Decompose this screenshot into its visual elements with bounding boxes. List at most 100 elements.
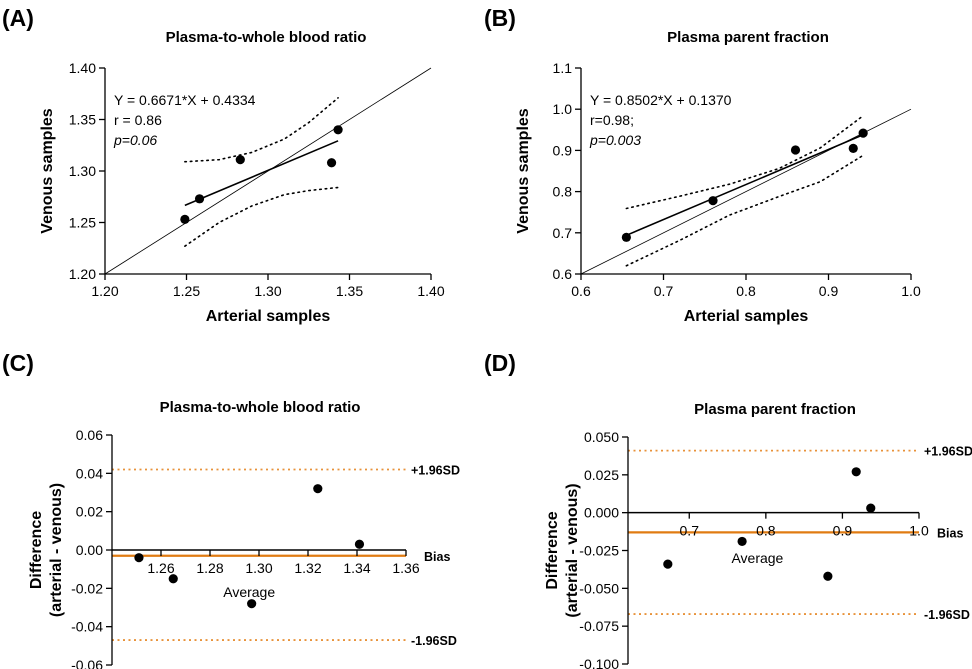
upper-loa-label: +1.96SD (411, 464, 460, 478)
upper-loa-label: +1.96SD (924, 445, 972, 459)
regression-equation: Y = 0.6671*X + 0.4334 (114, 92, 256, 108)
data-point (866, 503, 876, 513)
y-tick-label: 0.7 (553, 225, 573, 241)
data-point (333, 125, 343, 135)
panel-label: (D) (484, 350, 516, 376)
regression-line (184, 140, 339, 207)
ci-upper-band (625, 114, 864, 210)
data-point (313, 484, 323, 494)
x-tick-label: 1.0 (909, 523, 929, 539)
bias-label: Bias (424, 550, 450, 564)
data-point (247, 599, 257, 609)
y-tick-label: 0.025 (584, 467, 619, 483)
panel-title: Plasma parent fraction (694, 401, 856, 418)
lower-loa-label: -1.96SD (924, 608, 970, 622)
x-tick-label: 1.35 (336, 283, 363, 299)
x-tick-label: 1.20 (91, 283, 118, 299)
data-point (858, 128, 868, 138)
x-tick-label: 1.36 (392, 560, 419, 576)
data-point (354, 539, 365, 549)
y-tick-label: 1.30 (69, 163, 96, 179)
data-point (737, 536, 747, 547)
x-tick-label: 0.8 (756, 523, 776, 539)
y-tick-label: 0.050 (584, 429, 619, 445)
y-tick-label: 1.20 (69, 266, 96, 282)
panel-title: Plasma parent fraction (667, 29, 829, 46)
y-tick-label: 0.9 (553, 142, 573, 158)
correlation-r: r = 0.86 (114, 112, 162, 128)
y-tick-label: 1.40 (69, 60, 96, 76)
x-tick-label: 1.40 (417, 283, 444, 299)
x-tick-label: 0.6 (571, 283, 591, 299)
y-tick-label: -0.075 (579, 618, 619, 634)
x-tick-label: 1.0 (901, 283, 921, 299)
data-point (194, 194, 205, 204)
x-axis-label: Average (731, 550, 783, 566)
ci-lower-band (184, 186, 339, 247)
y-tick-label: 1.25 (69, 215, 96, 231)
x-tick-label: 0.9 (833, 523, 853, 539)
identity-line (580, 108, 912, 275)
y-tick-label: 0.6 (553, 266, 573, 282)
x-axis-label: Average (223, 584, 275, 600)
y-tick-label: -0.100 (579, 656, 619, 669)
p-value: p=0.06 (113, 132, 157, 148)
bias-label: Bias (937, 526, 963, 540)
regression-line (626, 134, 864, 237)
ci-upper-band (184, 97, 339, 163)
y-tick-label: 0.04 (76, 465, 103, 481)
data-point (848, 143, 858, 153)
y-tick-label: 1.35 (69, 112, 96, 128)
y-tick-label: 0.00 (76, 542, 103, 558)
y-axis-label: Venous samples (515, 108, 532, 233)
x-tick-label: 1.34 (343, 560, 370, 576)
panel-0: (A) Plasma-to-whole blood ratio 1.20 1.25 1.… (2, 5, 445, 325)
y-axis-label: Venous samples (39, 108, 56, 233)
x-tick-label: 1.30 (245, 560, 272, 576)
data-point (235, 155, 245, 165)
data-point (168, 574, 178, 584)
y-tick-label: -0.02 (71, 580, 103, 596)
y-tick-label: -0.06 (71, 657, 103, 669)
y-tick-label: 0.02 (76, 504, 103, 520)
panel-title: Plasma-to-whole blood ratio (160, 399, 361, 416)
p-value: p=0.003 (589, 132, 641, 148)
data-point (823, 571, 833, 581)
data-point (621, 232, 631, 242)
y-tick-label: 0.000 (584, 505, 619, 521)
data-point (663, 559, 673, 569)
panel-label: (A) (2, 5, 34, 31)
data-point (708, 196, 718, 206)
regression-equation: Y = 0.8502*X + 0.1370 (590, 92, 732, 108)
x-tick-label: 1.25 (173, 283, 200, 299)
correlation-r: r=0.98; (590, 112, 634, 128)
x-tick-label: 1.26 (147, 560, 174, 576)
panel-1: (B) Plasma parent fraction 0.6 0.7 0.8 0.9 1.0… (484, 5, 921, 325)
y-tick-label: -0.04 (71, 619, 103, 635)
x-axis-label: Arterial samples (206, 308, 331, 325)
x-tick-label: 1.32 (294, 560, 321, 576)
y-tick-label: 0.8 (553, 184, 573, 200)
panel-title: Plasma-to-whole blood ratio (166, 29, 367, 46)
x-tick-label: 0.7 (654, 283, 674, 299)
x-tick-label: 0.9 (819, 283, 839, 299)
ci-lower-band (625, 154, 864, 267)
data-point (134, 553, 144, 563)
y-tick-label: -0.050 (579, 580, 619, 596)
x-tick-label: 0.8 (736, 283, 756, 299)
panel-label: (B) (484, 5, 516, 31)
y-tick-label: -0.025 (579, 543, 619, 559)
panel-3: (D) Plasma parent fraction 0.7 0.8 0.9 1.0 -0.… (484, 350, 972, 669)
data-point (790, 145, 801, 155)
y-axis-label: Difference (544, 511, 561, 589)
y-tick-label: 1.1 (553, 60, 573, 76)
data-point (851, 467, 861, 477)
data-point (326, 158, 337, 168)
x-tick-label: 0.7 (680, 523, 700, 539)
y-tick-label: 1.0 (553, 101, 573, 117)
panel-2: (C) Plasma-to-whole blood ratio 1.26 1.28 1.… (2, 350, 460, 669)
x-tick-label: 1.28 (196, 560, 223, 576)
y-axis-label: (arterial - venous) (564, 483, 581, 617)
y-axis-label: Difference (28, 511, 45, 589)
x-axis-label: Arterial samples (684, 308, 809, 325)
